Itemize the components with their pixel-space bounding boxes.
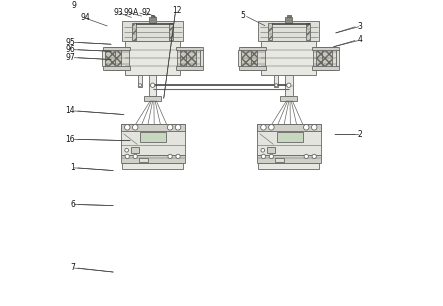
Bar (175, 66, 203, 70)
Bar (105, 47, 115, 70)
Circle shape (176, 154, 180, 159)
Bar (276, 132, 303, 142)
Bar (261, 41, 316, 75)
Text: 97: 97 (66, 53, 75, 62)
Bar (256, 124, 321, 155)
Bar (256, 155, 321, 163)
Bar (285, 17, 292, 23)
Bar (138, 75, 142, 87)
Circle shape (168, 154, 172, 159)
Text: 5: 5 (241, 11, 245, 20)
Text: 7: 7 (70, 263, 75, 272)
Bar (268, 23, 272, 40)
Bar (122, 163, 183, 169)
Circle shape (311, 125, 317, 130)
Bar (125, 41, 180, 75)
Bar (151, 15, 155, 17)
Circle shape (268, 125, 274, 130)
Bar (241, 47, 251, 70)
Bar (312, 66, 339, 70)
Bar (103, 66, 130, 70)
Bar (251, 47, 257, 70)
Bar (170, 23, 174, 40)
Circle shape (287, 83, 291, 88)
Bar (238, 50, 241, 66)
Bar (239, 66, 267, 70)
Bar (316, 47, 323, 70)
Circle shape (303, 125, 309, 130)
Text: 99: 99 (124, 8, 133, 17)
Bar (239, 47, 267, 50)
Circle shape (304, 154, 308, 159)
Circle shape (275, 84, 278, 87)
Circle shape (125, 154, 129, 159)
Bar (132, 23, 136, 40)
Text: 1: 1 (70, 163, 75, 172)
Circle shape (139, 84, 142, 87)
Bar (120, 124, 185, 131)
Circle shape (151, 83, 155, 88)
Bar (131, 147, 139, 153)
Circle shape (125, 148, 128, 152)
Bar (105, 47, 129, 70)
Bar (176, 47, 200, 70)
Circle shape (269, 154, 273, 159)
Bar (241, 47, 265, 70)
Text: A: A (133, 8, 139, 17)
Circle shape (260, 125, 266, 130)
Bar (115, 47, 121, 70)
Circle shape (175, 125, 181, 130)
Bar (102, 50, 105, 66)
Text: 3: 3 (358, 21, 362, 31)
Bar (274, 75, 278, 87)
Bar (187, 47, 196, 70)
Circle shape (132, 125, 138, 130)
Bar (285, 75, 293, 96)
Circle shape (261, 154, 265, 159)
Bar (287, 15, 291, 17)
Bar (336, 50, 339, 66)
Text: 2: 2 (358, 130, 362, 139)
Bar (256, 124, 321, 131)
Text: 95: 95 (66, 38, 75, 47)
Text: 4: 4 (358, 35, 362, 44)
Bar (313, 47, 336, 70)
Circle shape (133, 154, 137, 159)
Bar (175, 47, 203, 50)
Bar (275, 159, 284, 162)
Bar (306, 23, 310, 40)
Circle shape (312, 154, 316, 159)
Text: 92: 92 (141, 8, 151, 17)
Bar (268, 147, 275, 153)
Bar (120, 155, 185, 163)
Circle shape (167, 125, 173, 130)
Bar (140, 132, 167, 142)
Circle shape (124, 125, 130, 130)
Bar (122, 21, 183, 41)
Bar (312, 47, 339, 50)
Bar (149, 17, 156, 23)
Circle shape (261, 148, 264, 152)
Bar (144, 96, 161, 101)
Text: 12: 12 (172, 6, 182, 15)
Bar (200, 50, 203, 66)
Bar (139, 159, 148, 162)
Bar (120, 124, 185, 155)
Bar (323, 47, 332, 70)
Text: 16: 16 (66, 135, 75, 144)
Text: 96: 96 (66, 45, 75, 54)
Bar (258, 21, 319, 41)
Bar (103, 47, 130, 50)
Bar (149, 75, 156, 96)
Text: 9: 9 (72, 1, 77, 10)
Text: 93: 93 (114, 8, 124, 17)
Bar (180, 47, 187, 70)
Text: 14: 14 (66, 106, 75, 115)
Bar (258, 163, 319, 169)
Text: 6: 6 (70, 200, 75, 209)
Text: 94: 94 (81, 13, 90, 22)
Bar (280, 96, 297, 101)
